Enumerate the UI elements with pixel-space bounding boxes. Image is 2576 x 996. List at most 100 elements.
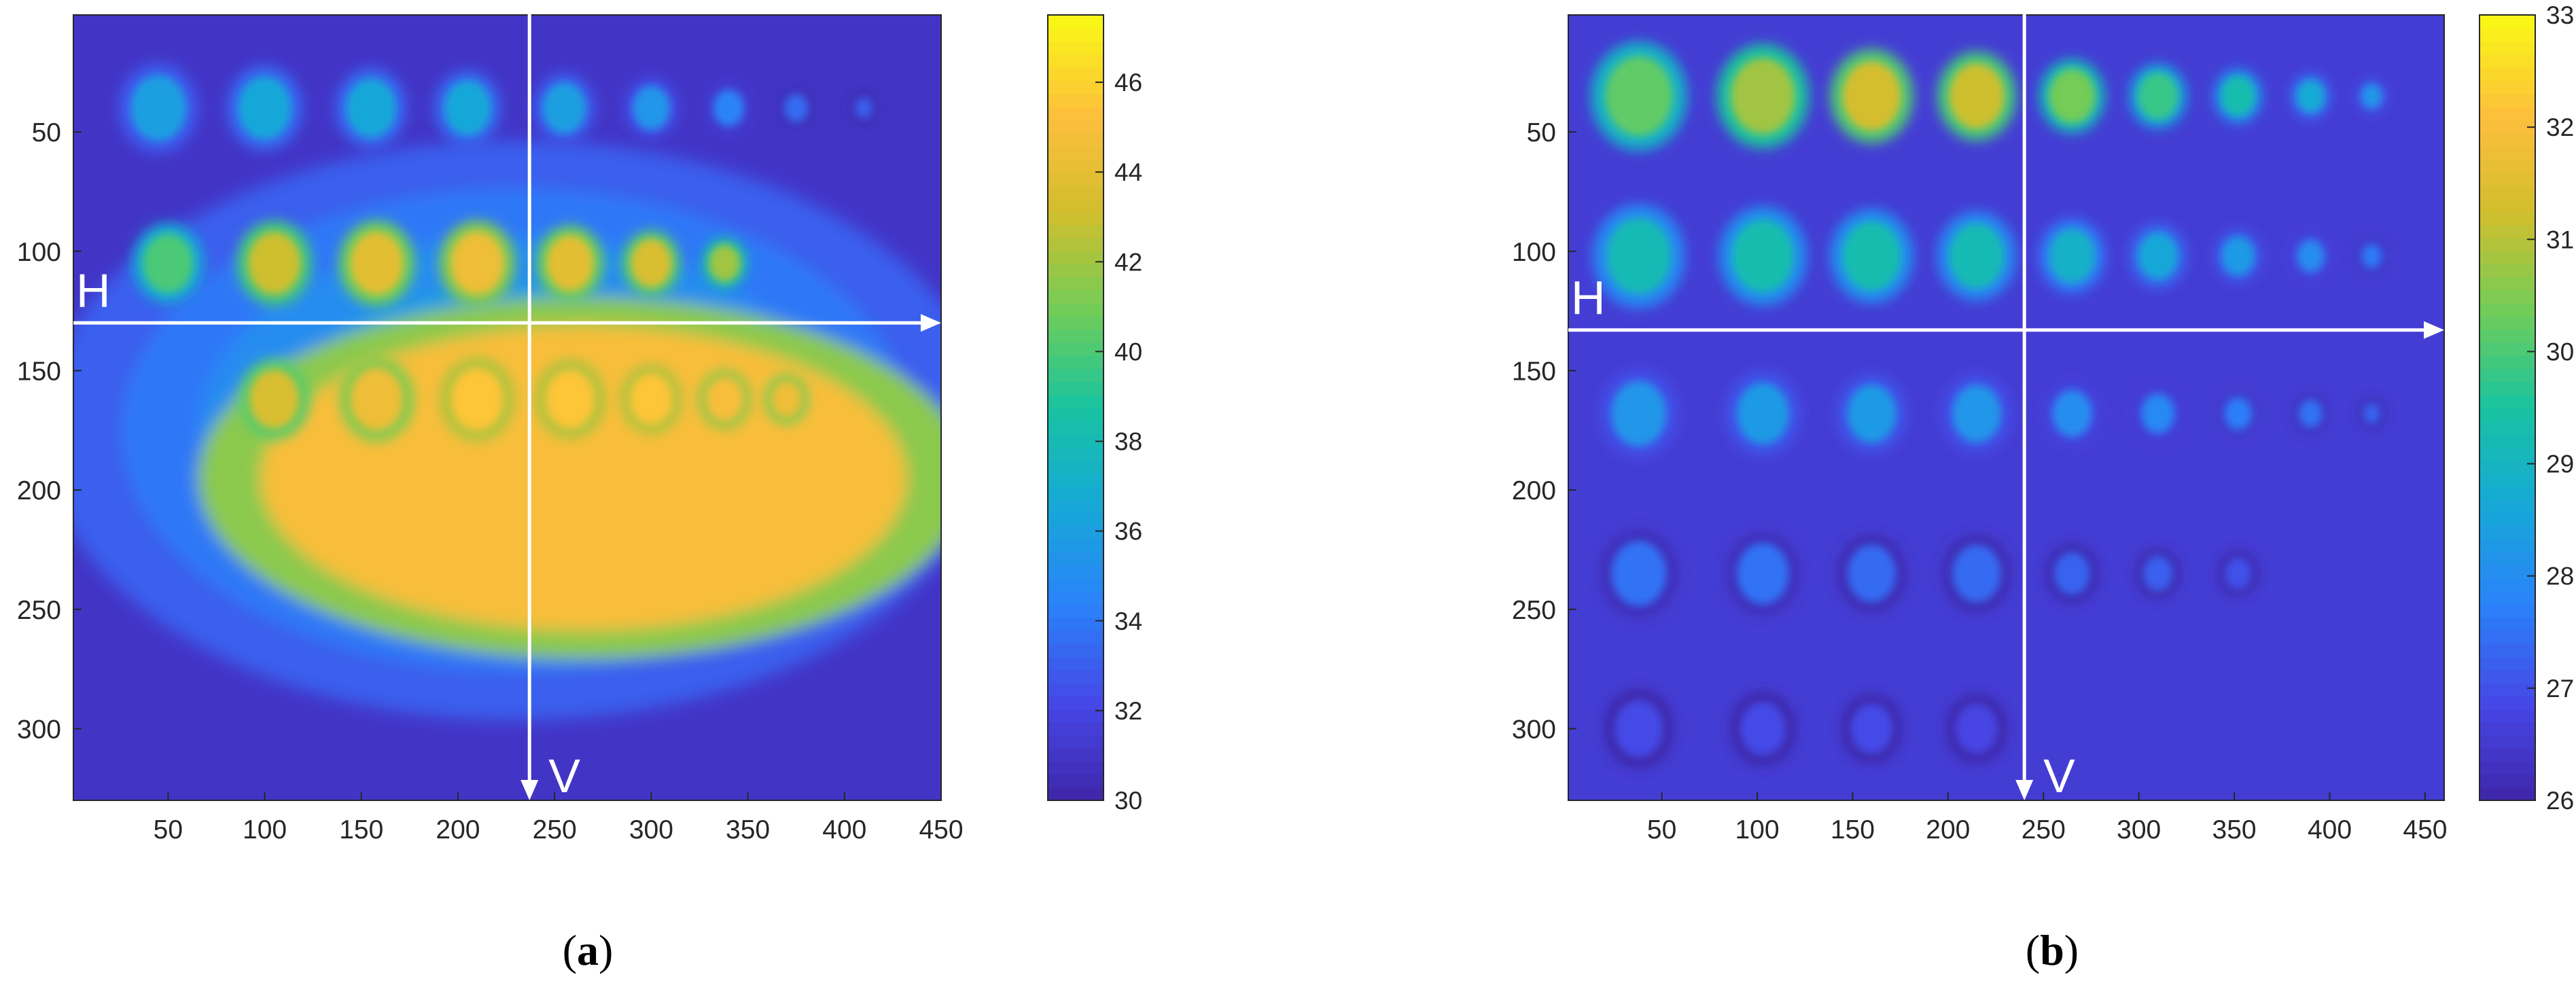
colorbar-segment xyxy=(2480,408,2535,422)
heatmap-spot xyxy=(2358,398,2385,429)
heatmap-spot xyxy=(1841,694,1903,764)
colorbar-segment xyxy=(2480,15,2535,29)
annotation-label-v: V xyxy=(548,749,580,802)
colorbar-segment xyxy=(1048,669,1104,683)
colorbar-segment xyxy=(1048,342,1104,356)
colorbar-segment xyxy=(2480,499,2535,514)
colorbar-segment xyxy=(2480,761,2535,775)
x-tick-label: 100 xyxy=(243,815,287,844)
heatmap-spot xyxy=(698,369,752,430)
heatmap-spot xyxy=(620,363,683,435)
heatmap-spot xyxy=(1937,51,2017,141)
colorbar-segment xyxy=(2480,525,2535,539)
colorbar-segment xyxy=(1048,132,1104,147)
colorbar-segment xyxy=(2480,565,2535,579)
colorbar-tick-label: 30 xyxy=(1114,787,1142,815)
x-tick-label: 300 xyxy=(629,815,673,844)
x-tick-label: 350 xyxy=(2212,815,2257,844)
colorbar-segment xyxy=(2480,158,2535,173)
colorbar-tick-label: 36 xyxy=(1114,518,1142,546)
colorbar-segment xyxy=(2480,368,2535,383)
y-tick-label: 300 xyxy=(1512,715,1556,745)
colorbar-tick-label: 38 xyxy=(1114,428,1142,456)
colorbar-segment xyxy=(2480,211,2535,226)
colorbar-segment xyxy=(1048,499,1104,514)
colorbar-segment xyxy=(1048,237,1104,251)
heatmap-spot xyxy=(338,356,415,442)
colorbar-segment xyxy=(2480,577,2535,592)
colorbar-tick-label: 46 xyxy=(1114,69,1142,96)
colorbar-tick-label: 28 xyxy=(2546,563,2574,590)
panel-b-caption: (b) xyxy=(2026,926,2079,974)
y-tick-label: 200 xyxy=(1512,476,1556,505)
colorbar-segment xyxy=(1048,722,1104,736)
y-tick-label: 300 xyxy=(17,715,61,745)
colorbar-segment xyxy=(1048,446,1104,461)
colorbar-segment xyxy=(2480,747,2535,762)
colorbar-segment xyxy=(2480,551,2535,566)
colorbar-segment xyxy=(2480,106,2535,121)
x-tick-label: 150 xyxy=(339,815,383,844)
panel-b-y-ticks: 50 100 150 200 250 300 xyxy=(1512,118,1576,745)
colorbar-segment xyxy=(2480,630,2535,644)
colorbar-segment xyxy=(1048,54,1104,69)
heatmap-spot xyxy=(434,70,501,146)
colorbar-segment xyxy=(2480,145,2535,160)
panel-a-heatmap xyxy=(73,15,941,800)
panel-b: 50 100 150 200 250 300 350 400 450 50 100 150 200 25… xyxy=(1512,1,2574,974)
colorbar-segment xyxy=(2480,264,2535,278)
colorbar-tick-label: 40 xyxy=(1114,338,1142,366)
colorbar-segment xyxy=(2480,590,2535,605)
heatmap-spot xyxy=(1730,691,1796,766)
heatmap-spot xyxy=(622,230,680,296)
heatmap-spot xyxy=(2129,64,2187,128)
colorbar-segment xyxy=(1048,695,1104,710)
colorbar-segment xyxy=(1048,577,1104,592)
heatmap-spot xyxy=(1941,533,2012,613)
heatmap-spot xyxy=(2291,73,2331,119)
colorbar-segment xyxy=(1048,473,1104,487)
colorbar-tick-label: 34 xyxy=(1114,607,1142,635)
colorbar-segment xyxy=(1048,381,1104,395)
panel-a: 50 100 150 200 250 300 350 400 450 50 100 150 200 25… xyxy=(17,11,1142,974)
heatmap-spot xyxy=(1599,369,1679,459)
heatmap-spot xyxy=(1836,374,1907,454)
heatmap-spot xyxy=(778,88,814,128)
colorbar-segment xyxy=(1048,421,1104,435)
heatmap-spot xyxy=(133,223,204,304)
heatmap-spot xyxy=(2129,224,2187,289)
arrow-head-icon xyxy=(921,314,941,332)
y-tick-label: 250 xyxy=(17,596,61,625)
heatmap-spot xyxy=(2293,393,2329,433)
colorbar-tick-label: 32 xyxy=(1114,697,1142,725)
colorbar-segment xyxy=(1048,28,1104,42)
y-tick-label: 150 xyxy=(1512,357,1556,387)
colorbar-segment xyxy=(2480,695,2535,710)
heatmap-spot xyxy=(1725,371,1801,456)
colorbar-segment xyxy=(1048,656,1104,671)
colorbar-segment xyxy=(2480,656,2535,671)
colorbar-segment xyxy=(1048,67,1104,82)
colorbar-segment xyxy=(1048,302,1104,317)
colorbar-segment xyxy=(1048,355,1104,370)
colorbar-segment xyxy=(1048,15,1104,29)
y-tick-label: 200 xyxy=(17,476,61,505)
annotation-horizontal: H xyxy=(1568,271,2444,339)
colorbar-segment xyxy=(2480,224,2535,238)
colorbar-segment xyxy=(2480,512,2535,527)
x-tick-label: 450 xyxy=(2403,815,2447,844)
heatmap-spot xyxy=(1937,211,2017,301)
colorbar-segment xyxy=(1048,211,1104,226)
colorbar-segment xyxy=(2480,643,2535,658)
colorbar-segment xyxy=(2480,289,2535,304)
colorbar-segment xyxy=(1048,604,1104,618)
colorbar-segment xyxy=(2480,237,2535,251)
panel-a-y-ticks: 50 100 150 200 250 300 xyxy=(17,118,82,745)
colorbar-segment xyxy=(1048,41,1104,55)
colorbar-segment xyxy=(2480,709,2535,723)
heatmap-spot xyxy=(1830,209,1913,304)
colorbar-segment xyxy=(2480,250,2535,265)
colorbar-segment xyxy=(1048,761,1104,775)
colorbar-segment xyxy=(2480,433,2535,448)
